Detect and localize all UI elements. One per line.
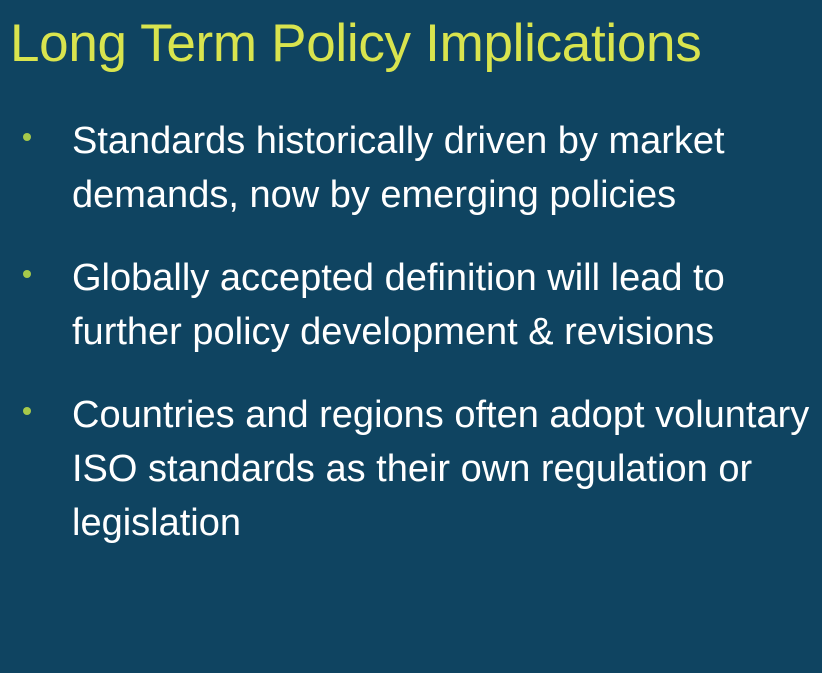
bullet-list: Standards historically driven by market … xyxy=(0,114,822,579)
slide-title: Long Term Policy Implications xyxy=(10,14,702,73)
bullet-text: Countries and regions often adopt volunt… xyxy=(72,394,810,544)
bullet-dot-icon xyxy=(23,407,31,415)
bullet-item: Globally accepted definition will lead t… xyxy=(0,251,822,359)
bullet-text: Globally accepted definition will lead t… xyxy=(72,257,725,353)
bullet-item: Countries and regions often adopt volunt… xyxy=(0,388,822,550)
bullet-dot-icon xyxy=(23,270,31,278)
bullet-text: Standards historically driven by market … xyxy=(72,120,725,216)
bullet-dot-icon xyxy=(23,133,31,141)
bullet-item: Standards historically driven by market … xyxy=(0,114,822,222)
